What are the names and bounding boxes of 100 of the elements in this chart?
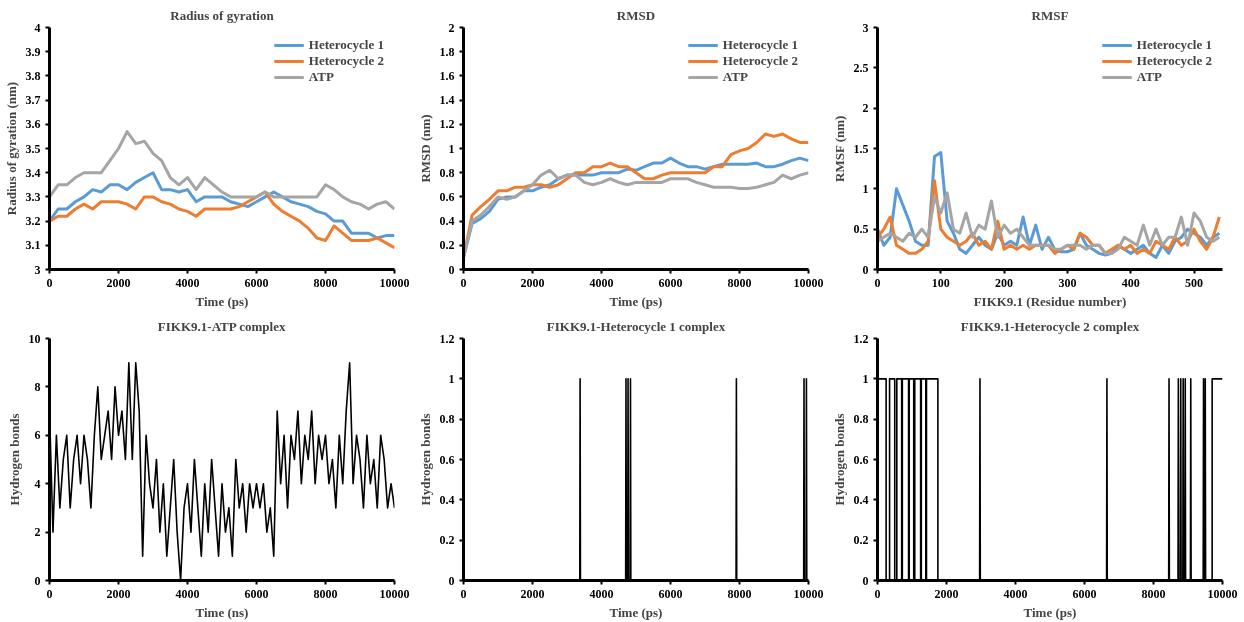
x-tick-label: 4000 bbox=[1003, 586, 1028, 601]
y-tick-label: 0 bbox=[448, 262, 455, 277]
y-tick-label: 4 bbox=[34, 476, 41, 491]
x-tick-label: 0 bbox=[460, 586, 467, 601]
x-axis-title: Time (ps) bbox=[195, 293, 249, 309]
x-axis-title: Time (ps) bbox=[1023, 604, 1077, 620]
x-tick-label: 8000 bbox=[313, 275, 338, 290]
y-tick-label: 3.6 bbox=[25, 117, 41, 132]
y-tick-label: 1 bbox=[448, 141, 455, 156]
y-tick-label: 1 bbox=[862, 181, 869, 196]
y-tick-label: 3.4 bbox=[25, 165, 41, 180]
chart-title: RMSD bbox=[616, 7, 656, 23]
y-tick-label: 3.1 bbox=[25, 238, 41, 253]
legend-label: ATP bbox=[722, 69, 748, 85]
y-tick-label: 3.3 bbox=[25, 189, 41, 204]
y-tick-label: 2 bbox=[862, 101, 869, 116]
x-tick-label: 10000 bbox=[793, 586, 824, 601]
chart-title: Radius of gyration bbox=[170, 7, 275, 23]
y-tick-label: 0 bbox=[862, 573, 869, 588]
y-tick-label: 1.5 bbox=[853, 141, 869, 156]
y-tick-label: 1.4 bbox=[439, 93, 455, 108]
x-tick-label: 6000 bbox=[244, 586, 269, 601]
x-tick-label: 2000 bbox=[520, 586, 545, 601]
legend-label: Heterocycle 2 bbox=[722, 53, 798, 69]
y-tick-label: 1.2 bbox=[439, 117, 455, 132]
y-tick-label: 4 bbox=[34, 20, 41, 35]
y-tick-label: 2 bbox=[34, 525, 41, 540]
y-tick-label: 0.5 bbox=[853, 222, 869, 237]
y-axis-title: Hydrogen bonds bbox=[417, 413, 433, 506]
x-tick-label: 400 bbox=[1121, 275, 1140, 290]
x-axis-title: Time (ps) bbox=[609, 293, 663, 309]
y-tick-label: 0.4 bbox=[439, 214, 455, 229]
y-axis-title: Hydrogen bonds bbox=[831, 413, 847, 506]
x-tick-label: 8000 bbox=[727, 586, 752, 601]
x-tick-label: 2000 bbox=[934, 586, 959, 601]
legend-label: ATP bbox=[308, 69, 334, 85]
x-tick-label: 6000 bbox=[1072, 586, 1097, 601]
y-tick-label: 0.4 bbox=[439, 492, 455, 507]
x-tick-label: 4000 bbox=[589, 586, 614, 601]
x-tick-label: 0 bbox=[874, 586, 881, 601]
y-axis-title: RMSD (nm) bbox=[417, 114, 433, 183]
legend-label: ATP bbox=[1136, 69, 1162, 85]
y-tick-label: 3.7 bbox=[25, 93, 41, 108]
x-tick-label: 8000 bbox=[313, 586, 338, 601]
y-tick-label: 0.4 bbox=[853, 492, 869, 507]
y-tick-label: 0 bbox=[862, 262, 869, 277]
y-tick-label: 0.8 bbox=[439, 412, 455, 427]
y-tick-label: 0.2 bbox=[439, 533, 455, 548]
chart-title: RMSF bbox=[1031, 7, 1069, 23]
y-tick-label: 0.8 bbox=[439, 165, 455, 180]
x-tick-label: 2000 bbox=[106, 275, 131, 290]
x-tick-label: 200 bbox=[995, 275, 1014, 290]
y-tick-label: 3.2 bbox=[25, 214, 41, 229]
x-tick-label: 0 bbox=[874, 275, 881, 290]
x-tick-label: 10000 bbox=[1207, 586, 1238, 601]
y-tick-label: 1.6 bbox=[439, 68, 455, 83]
y-tick-label: 0.2 bbox=[853, 533, 869, 548]
x-axis-title: Time (ns) bbox=[195, 604, 249, 620]
y-tick-label: 0 bbox=[448, 573, 455, 588]
y-tick-label: 10 bbox=[28, 331, 41, 346]
legend-label: Heterocycle 2 bbox=[1136, 53, 1212, 69]
y-axis-title: Radius of gyration (nm) bbox=[3, 81, 19, 216]
x-tick-label: 100 bbox=[931, 275, 950, 290]
legend-label: Heterocycle 2 bbox=[308, 53, 384, 69]
y-tick-label: 1 bbox=[448, 371, 455, 386]
y-tick-label: 2.5 bbox=[853, 60, 869, 75]
y-tick-label: 0.6 bbox=[853, 452, 869, 467]
y-tick-label: 3.8 bbox=[25, 68, 41, 83]
x-tick-label: 4000 bbox=[589, 275, 614, 290]
x-tick-label: 10000 bbox=[379, 586, 410, 601]
x-tick-label: 4000 bbox=[175, 586, 200, 601]
x-tick-label: 0 bbox=[46, 275, 53, 290]
y-axis-title: Hydrogen bonds bbox=[6, 413, 22, 506]
x-tick-label: 6000 bbox=[658, 586, 683, 601]
x-tick-label: 300 bbox=[1058, 275, 1077, 290]
y-tick-label: 3 bbox=[862, 20, 869, 35]
x-tick-label: 10000 bbox=[793, 275, 824, 290]
chart-title: FIKK9.1-Heterocycle 1 complex bbox=[546, 318, 726, 334]
x-tick-label: 6000 bbox=[244, 275, 269, 290]
x-tick-label: 8000 bbox=[727, 275, 752, 290]
y-tick-label: 1.2 bbox=[853, 331, 869, 346]
y-tick-label: 0.6 bbox=[439, 452, 455, 467]
x-tick-label: 10000 bbox=[379, 275, 410, 290]
x-tick-label: 8000 bbox=[1141, 586, 1166, 601]
x-tick-label: 0 bbox=[460, 275, 467, 290]
y-tick-label: 0.2 bbox=[439, 238, 455, 253]
y-tick-label: 1.8 bbox=[439, 44, 455, 59]
y-tick-label: 0.8 bbox=[853, 412, 869, 427]
y-tick-label: 3 bbox=[34, 262, 41, 277]
legend-label: Heterocycle 1 bbox=[308, 37, 384, 53]
x-axis-title: Time (ps) bbox=[609, 604, 663, 620]
y-tick-label: 6 bbox=[34, 428, 41, 443]
y-tick-label: 0 bbox=[34, 573, 41, 588]
chart-title: FIKK9.1-Heterocycle 2 complex bbox=[960, 318, 1140, 334]
x-tick-label: 0 bbox=[46, 586, 53, 601]
legend-label: Heterocycle 1 bbox=[1136, 37, 1212, 53]
legend-label: Heterocycle 1 bbox=[722, 37, 798, 53]
y-tick-label: 1 bbox=[862, 371, 869, 386]
y-tick-label: 3.5 bbox=[25, 141, 41, 156]
chart-title: FIKK9.1-ATP complex bbox=[157, 318, 286, 334]
